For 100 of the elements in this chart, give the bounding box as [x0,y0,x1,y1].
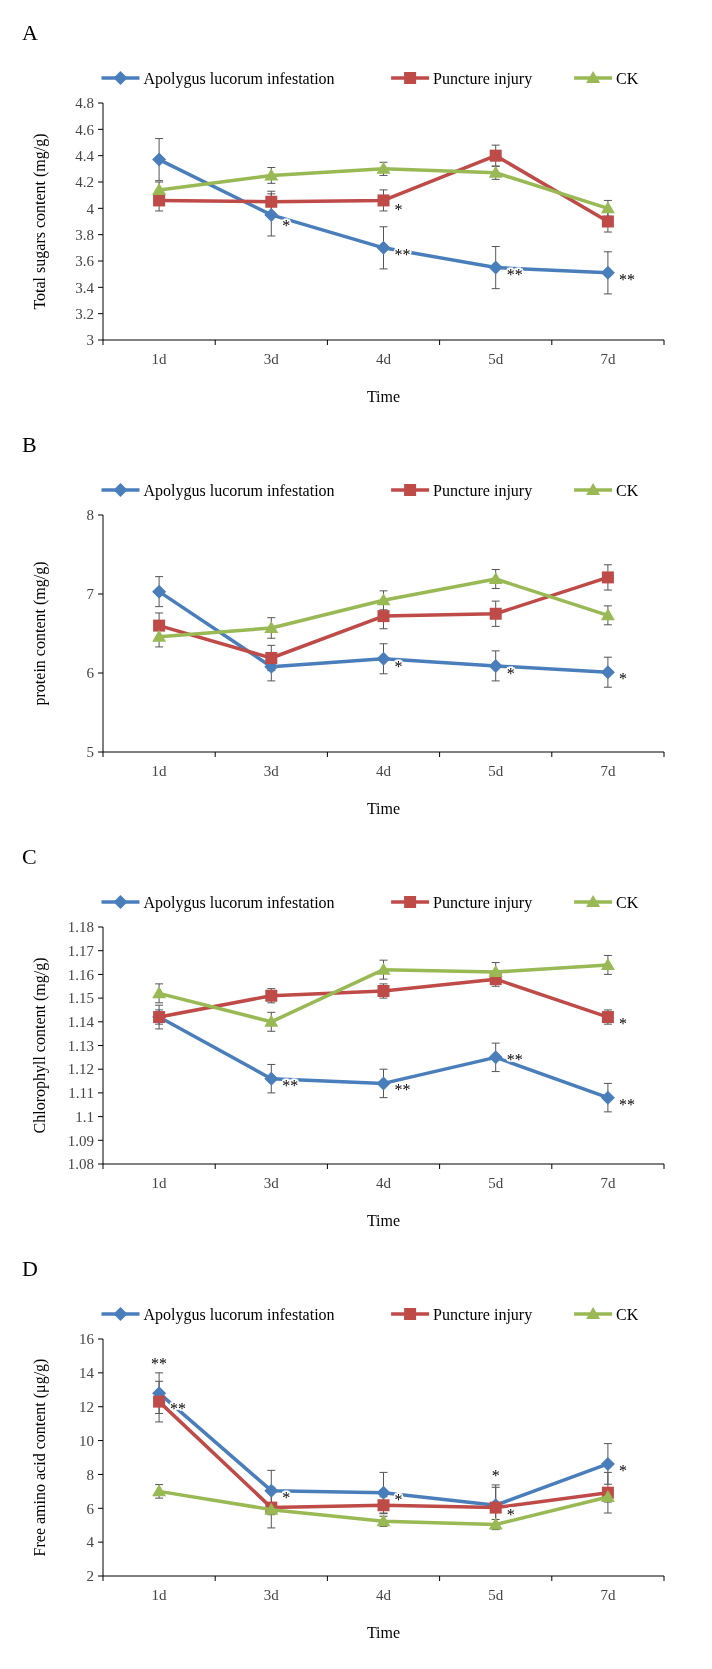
y-tick-label: 7 [86,586,95,603]
y-tick-label: 3.8 [75,226,94,243]
annotation: * [506,1505,515,1523]
legend-label: Puncture injury [433,69,533,88]
x-tick-label: 3d [263,351,280,367]
point [376,651,391,666]
chart-title: A [22,20,38,45]
y-axis-title: Chlorophyll content (mg/g) [31,957,49,1134]
x-tick-label: 3d [263,1175,280,1191]
y-tick-label: 5 [86,744,94,761]
point [264,1071,279,1086]
x-tick-label: 7d [600,763,616,779]
point [376,1076,391,1091]
point [153,194,166,207]
y-tick-label: 4 [86,1534,95,1551]
annotation: * [618,1461,627,1479]
point [376,1485,391,1500]
point [152,152,167,167]
point [488,571,503,584]
point [153,1395,166,1408]
y-tick-label: 4.2 [75,174,94,191]
annotation: * [394,1490,403,1508]
y-tick-label: 3.4 [75,279,95,296]
annotation: * [282,1488,291,1506]
x-tick-label: 1d [151,351,168,367]
y-tick-label: 1.18 [67,919,94,936]
y-tick-label: 10 [79,1432,94,1449]
y-tick-label: 8 [86,1466,94,1483]
annotation: ** [618,270,635,288]
x-tick-label: 7d [600,1587,616,1603]
y-tick-label: 4.6 [75,121,95,138]
x-tick-label: 5d [488,1587,504,1603]
x-axis-title: Time [366,800,401,817]
point [488,1050,503,1065]
x-tick-label: 3d [263,763,280,779]
legend-label: CK [616,893,639,911]
y-tick-label: 1.13 [67,1037,94,1054]
y-tick-label: 1.12 [67,1061,94,1078]
legend-label: Puncture injury [433,1305,533,1324]
annotation: * [618,670,627,688]
legend-label: CK [616,481,639,499]
legend-label: Apolygus lucorum infestation [143,1305,335,1324]
point [153,619,166,632]
y-tick-label: 4 [86,200,95,217]
annotation: ** [282,1076,299,1094]
point [600,1456,615,1471]
y-tick-label: 8 [86,507,94,524]
annotation: * [506,664,515,682]
annotation: ** [506,265,523,283]
x-tick-label: 4d [376,1175,392,1191]
point [152,986,167,999]
y-tick-label: 4.4 [75,147,95,164]
y-tick-label: 1.17 [67,942,95,959]
annotation: ** [618,1095,635,1113]
x-tick-label: 4d [376,763,392,779]
legend-label: Apolygus lucorum infestation [143,893,335,912]
legend-label: CK [616,1305,639,1323]
y-tick-label: 1.1 [75,1108,94,1125]
point [488,658,503,673]
x-tick-label: 5d [488,763,504,779]
x-tick-label: 3d [263,1587,280,1603]
point [488,965,503,978]
x-tick-label: 4d [376,1587,392,1603]
point [601,215,614,228]
point [264,207,279,222]
annotation: * [282,216,291,234]
point [152,182,167,195]
y-tick-label: 1.16 [67,966,95,983]
point [152,584,167,599]
x-tick-label: 1d [151,1175,168,1191]
legend-label: Puncture injury [433,481,533,500]
x-tick-label: 7d [600,1175,616,1191]
annotation: ** [506,1050,523,1068]
y-tick-label: 6 [86,1500,95,1517]
point [265,651,278,664]
y-tick-label: 1.11 [68,1085,94,1102]
x-axis-title: Time [366,388,401,405]
y-tick-label: 2 [86,1568,94,1585]
point [601,571,614,584]
point [600,1090,615,1105]
annotation: * [618,1015,627,1033]
point [600,957,615,970]
point [264,620,279,633]
legend-label: Puncture injury [433,893,533,912]
annotation: * [491,1466,500,1484]
point [376,593,391,606]
y-tick-label: 1.14 [67,1014,95,1031]
x-axis-title: Time [366,1624,401,1641]
y-tick-label: 16 [79,1331,95,1348]
y-tick-label: 1.09 [67,1132,94,1149]
point [489,149,502,162]
y-tick-label: 1.08 [67,1156,94,1173]
y-tick-label: 3.2 [75,305,94,322]
y-axis-title: Free amino acid content (μg/g) [31,1358,49,1557]
y-tick-label: 14 [79,1365,95,1382]
point [600,665,615,680]
chart-title: B [22,432,37,457]
point [376,962,391,975]
x-tick-label: 5d [488,1175,504,1191]
point [377,194,390,207]
